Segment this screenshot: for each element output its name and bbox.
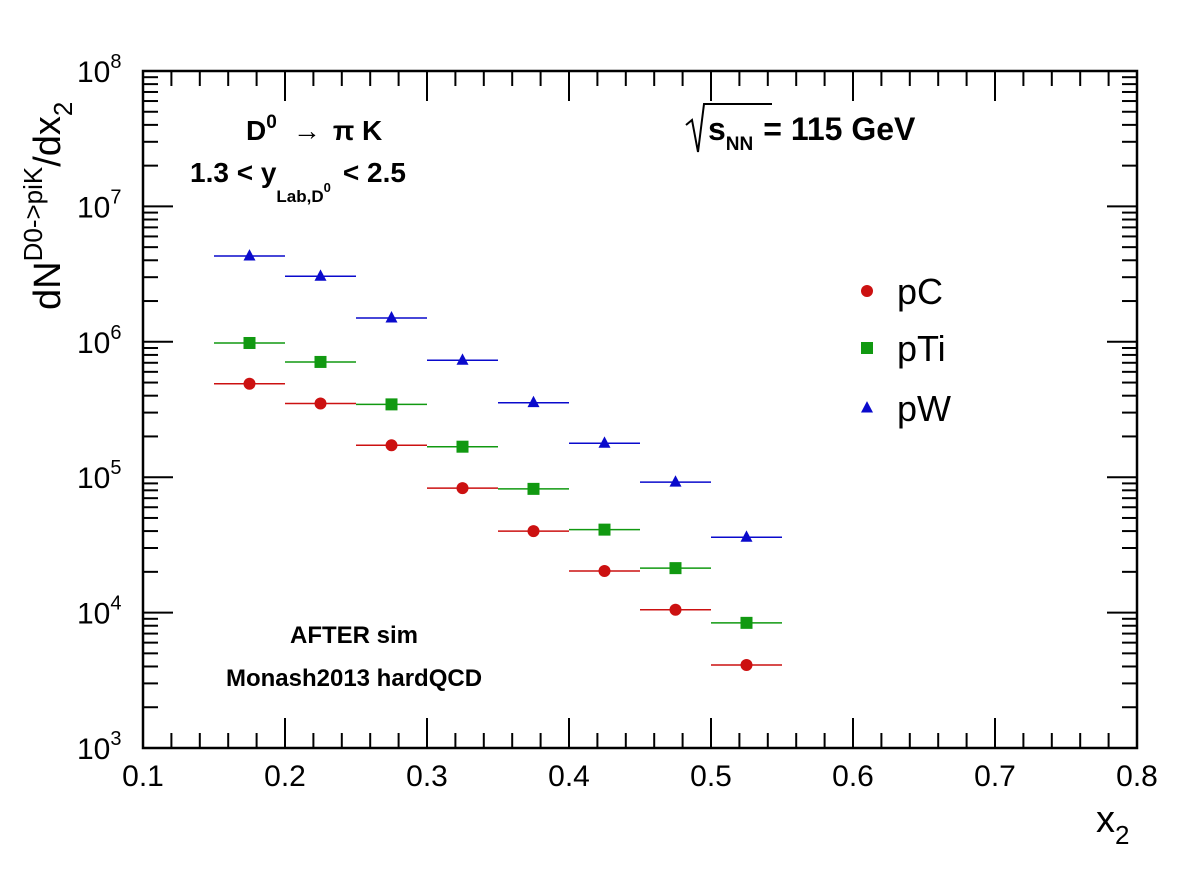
y-axis-title: dND0->piK/dx2 xyxy=(18,102,78,310)
legend-label: pW xyxy=(897,388,951,429)
y-tick-labels: 103 104 105 106 107 108 xyxy=(77,51,122,766)
sim-annotation-line2: Monash2013 hardQCD xyxy=(226,665,482,692)
y-tick-label: 105 xyxy=(77,457,122,495)
legend-item-pW: pW xyxy=(861,388,951,429)
y-tick-label: 103 xyxy=(77,728,122,766)
sim-annotation-line1: AFTER sim xyxy=(290,622,418,649)
legend-label: pC xyxy=(897,271,943,312)
x-tick-label: 0.1 xyxy=(122,760,164,793)
y-tick-label: 106 xyxy=(77,322,122,360)
x-tick-label: 0.8 xyxy=(1116,760,1158,793)
data-point-pTi xyxy=(669,562,682,575)
energy-annotation: sNN = 115 GeV xyxy=(708,111,916,155)
data-point-pW xyxy=(314,269,327,281)
data-point-pW xyxy=(669,475,682,487)
series-pW xyxy=(214,249,782,542)
points-layer xyxy=(214,249,782,672)
data-point-pC xyxy=(243,377,256,390)
decay-annotation: D0 → π K xyxy=(246,112,382,146)
legend-marker xyxy=(861,401,873,413)
series-pTi xyxy=(214,336,782,629)
data-point-pW xyxy=(385,311,398,323)
legend-marker xyxy=(861,285,873,297)
data-point-pTi xyxy=(314,355,327,368)
legend-item-pC: pC xyxy=(861,271,943,312)
plot-frame xyxy=(141,69,1139,750)
rapidity-annotation: 1.3 < yLab,D0 < 2.5 xyxy=(190,157,406,206)
data-point-pW xyxy=(740,530,753,542)
data-point-pW xyxy=(527,395,540,408)
x-tick-label: 0.4 xyxy=(548,760,590,793)
data-point-pTi xyxy=(243,336,256,349)
data-point-pTi xyxy=(385,398,398,411)
data-point-pC xyxy=(598,564,611,577)
x-axis-title-sub: 2 xyxy=(1115,820,1129,850)
data-point-pTi xyxy=(527,482,540,495)
y-axis-title-sub: 2 xyxy=(48,102,78,116)
legend-label: pTi xyxy=(897,328,946,369)
series-pC xyxy=(214,377,782,672)
y-tick-label: 108 xyxy=(77,51,122,89)
x-tick-label: 0.5 xyxy=(690,760,732,793)
x-axis-title: x2 xyxy=(1096,799,1129,850)
data-point-pC xyxy=(527,525,540,538)
legend-marker xyxy=(861,342,873,354)
x-tick-label: 0.2 xyxy=(264,760,306,793)
x-tick-label: 0.7 xyxy=(974,760,1016,793)
x-tick-label: 0.6 xyxy=(832,760,874,793)
data-point-pW xyxy=(243,249,256,261)
legend-item-pTi: pTi xyxy=(861,328,946,369)
data-point-pW xyxy=(598,436,611,448)
y-tick-label: 104 xyxy=(77,593,122,631)
data-point-pC xyxy=(314,397,327,410)
data-point-pC xyxy=(456,482,469,495)
data-point-pTi xyxy=(456,440,469,453)
data-point-pC xyxy=(740,659,753,672)
data-point-pW xyxy=(456,353,469,365)
y-axis-title-sup: D0->piK xyxy=(18,166,48,261)
data-point-pTi xyxy=(598,523,611,536)
sqrt-sign xyxy=(685,103,772,153)
x-tick-labels: 0.1 0.2 0.3 0.4 0.5 0.6 0.7 0.8 xyxy=(122,760,1158,793)
legend: pC pTi pW xyxy=(861,271,951,429)
x-tick-label: 0.3 xyxy=(406,760,448,793)
data-point-pC xyxy=(669,603,682,616)
data-point-pTi xyxy=(740,616,753,629)
data-point-pC xyxy=(385,439,398,452)
y-tick-label: 107 xyxy=(77,186,122,224)
